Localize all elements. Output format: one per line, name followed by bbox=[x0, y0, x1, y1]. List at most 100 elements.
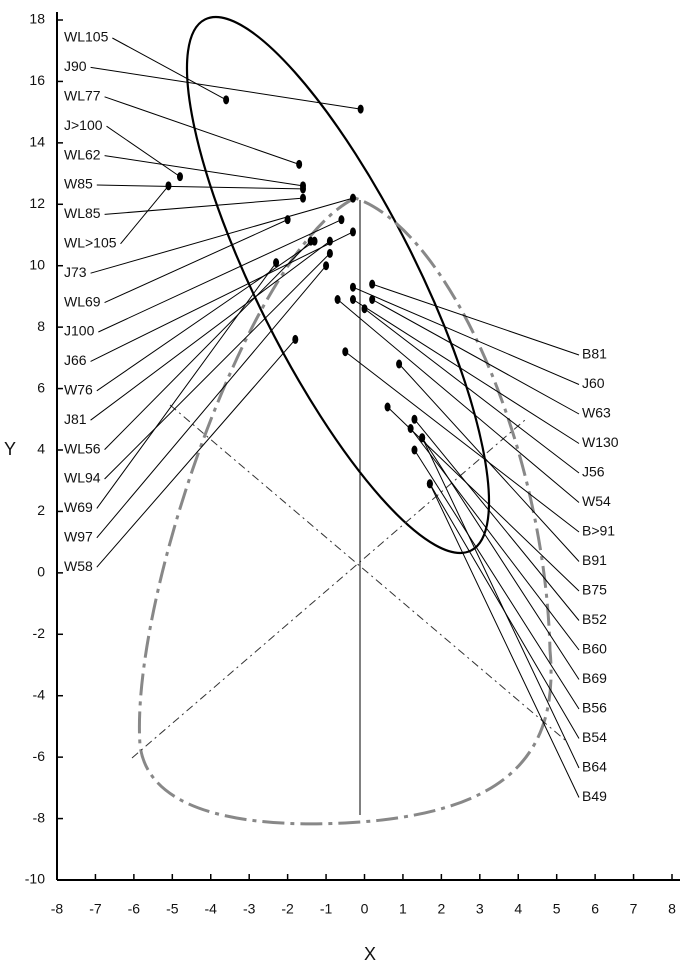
x-tick-label: 0 bbox=[361, 901, 369, 917]
point bbox=[334, 295, 341, 304]
x-tick-label: 5 bbox=[553, 901, 561, 917]
y-tick-label: -8 bbox=[33, 809, 46, 825]
point-label: W76 bbox=[64, 382, 93, 398]
x-tick-label: 2 bbox=[437, 901, 445, 917]
leader-line bbox=[372, 283, 580, 356]
ellipse bbox=[185, 15, 491, 555]
point-label: W54 bbox=[582, 493, 611, 509]
y-tick-label: 6 bbox=[37, 379, 45, 395]
y-tick-label: -4 bbox=[33, 686, 46, 702]
point-label: W85 bbox=[64, 176, 93, 192]
leader-line bbox=[398, 363, 580, 562]
point-label: WL>105 bbox=[64, 235, 117, 251]
point bbox=[292, 334, 299, 344]
leader-line bbox=[98, 219, 342, 333]
point bbox=[326, 248, 333, 258]
point-label: B81 bbox=[582, 346, 607, 362]
point bbox=[357, 104, 364, 114]
y-tick-label: 16 bbox=[29, 72, 45, 88]
y-tick-label: 12 bbox=[29, 195, 45, 211]
leader-line bbox=[112, 37, 227, 101]
dash-dot-line bbox=[131, 419, 526, 759]
leader-line bbox=[364, 308, 580, 474]
y-tick-label: -10 bbox=[25, 871, 45, 887]
leader-line bbox=[414, 449, 580, 710]
leader-line bbox=[90, 240, 331, 421]
x-tick-label: -1 bbox=[320, 901, 333, 917]
point-label: J56 bbox=[582, 464, 605, 480]
leader-line bbox=[96, 265, 327, 539]
point-label: B75 bbox=[582, 582, 607, 598]
point-label: B91 bbox=[582, 552, 607, 568]
x-tick-label: -3 bbox=[243, 901, 256, 917]
point-label: WL62 bbox=[64, 146, 101, 162]
point bbox=[411, 445, 418, 455]
dash-dot-line bbox=[169, 404, 566, 741]
x-axis-label: X bbox=[364, 944, 376, 964]
y-tick-label: 14 bbox=[29, 134, 45, 150]
point-label: W97 bbox=[64, 529, 93, 545]
leader-line bbox=[104, 240, 312, 450]
leader-line bbox=[90, 231, 354, 362]
point-label: J>100 bbox=[64, 117, 103, 133]
y-tick-label: 2 bbox=[37, 502, 45, 518]
point-label: W58 bbox=[64, 558, 93, 574]
point-label: J60 bbox=[582, 375, 605, 391]
point-label: J66 bbox=[64, 352, 87, 368]
x-tick-label: -5 bbox=[166, 901, 179, 917]
point bbox=[338, 215, 345, 225]
x-tick-label: 1 bbox=[399, 901, 407, 917]
x-tick-label: -8 bbox=[51, 901, 64, 917]
point-label: WL56 bbox=[64, 440, 101, 456]
point bbox=[223, 95, 230, 105]
leader-line bbox=[96, 240, 315, 392]
leader-line bbox=[96, 184, 304, 190]
x-tick-label: -2 bbox=[281, 901, 294, 917]
x-tick-label: -6 bbox=[128, 901, 141, 917]
leader-line bbox=[387, 406, 580, 592]
point bbox=[396, 359, 403, 369]
leader-line bbox=[90, 197, 354, 274]
point bbox=[300, 184, 306, 194]
point-label: B>91 bbox=[582, 523, 615, 539]
point bbox=[342, 347, 349, 357]
point-label: J73 bbox=[64, 264, 87, 280]
point bbox=[296, 159, 303, 169]
leader-line bbox=[352, 286, 580, 385]
leader-line bbox=[337, 299, 580, 503]
point-label: B54 bbox=[582, 729, 607, 745]
y-tick-label: 18 bbox=[29, 11, 45, 27]
point bbox=[349, 227, 356, 237]
point-label: WL105 bbox=[64, 29, 109, 45]
x-tick-label: 7 bbox=[630, 901, 638, 917]
x-tick-label: -7 bbox=[89, 901, 102, 917]
point-label: WL77 bbox=[64, 88, 101, 104]
point-label: WL94 bbox=[64, 470, 101, 486]
point bbox=[369, 279, 376, 289]
y-tick-label: 0 bbox=[37, 564, 45, 580]
leader-line bbox=[104, 155, 304, 187]
leader-line bbox=[421, 437, 580, 680]
point-label: J90 bbox=[64, 58, 87, 74]
point bbox=[284, 215, 291, 225]
y-tick-label: 4 bbox=[37, 441, 45, 457]
point-label: W63 bbox=[582, 405, 611, 421]
point bbox=[273, 258, 280, 268]
point-label: B69 bbox=[582, 670, 607, 686]
point-label: B52 bbox=[582, 611, 607, 627]
point-label: B56 bbox=[582, 700, 607, 716]
x-tick-label: 4 bbox=[514, 901, 522, 917]
leader-line bbox=[120, 185, 169, 245]
leader-line bbox=[104, 96, 300, 165]
point bbox=[361, 304, 368, 314]
point-label: W130 bbox=[582, 434, 619, 450]
x-tick-label: 3 bbox=[476, 901, 484, 917]
point-label: B49 bbox=[582, 788, 607, 804]
point bbox=[407, 424, 414, 433]
point-label: B60 bbox=[582, 641, 607, 657]
point bbox=[300, 193, 306, 203]
point bbox=[411, 414, 418, 424]
point-label: J81 bbox=[64, 411, 87, 427]
